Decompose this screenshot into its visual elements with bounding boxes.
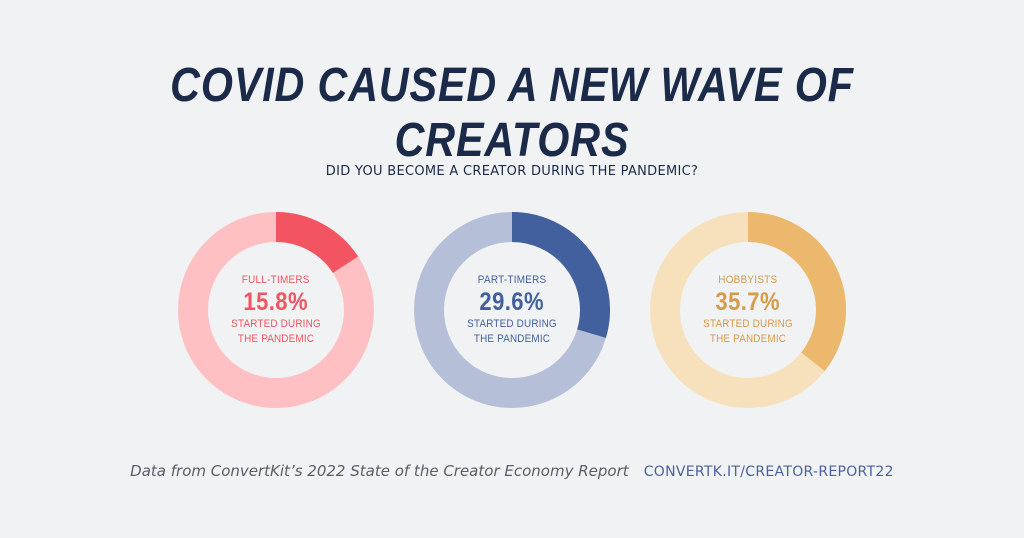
- footer: Data from ConvertKit’s 2022 State of the…: [0, 461, 1024, 480]
- donut-charts: FULL-TIMERS 15.8% STARTED DURING THE PAN…: [0, 212, 1024, 408]
- donut-svg-full-timers: [178, 212, 374, 408]
- donut-svg-hobbyists: [650, 212, 846, 408]
- donut-value-label: 29.6%: [479, 288, 545, 316]
- donut-note-label: STARTED DURING THE PANDEMIC: [231, 318, 321, 345]
- donut-center-hobbyists: HOBBYISTS 35.7% STARTED DURING THE PANDE…: [650, 212, 846, 408]
- donut-note-label: STARTED DURING THE PANDEMIC: [703, 318, 793, 345]
- donut-chart-part-timers: PART-TIMERS 29.6% STARTED DURING THE PAN…: [414, 212, 610, 408]
- report-link[interactable]: CONVERTK.IT/CREATOR-REPORT22: [643, 464, 894, 480]
- source-note: Data from ConvertKit’s 2022 State of the…: [130, 462, 629, 480]
- page-title: COVID CAUSED A NEW WAVE OF CREATORS: [170, 59, 854, 167]
- donut-slice-full-timers: [275, 212, 359, 274]
- donut-category-label: PART-TIMERS: [477, 274, 547, 286]
- donut-slice-hobbyists: [747, 212, 846, 372]
- donut-center-part-timers: PART-TIMERS 29.6% STARTED DURING THE PAN…: [414, 212, 610, 408]
- donut-svg-part-timers: [414, 212, 610, 408]
- donut-category-label: FULL-TIMERS: [242, 274, 310, 286]
- chart-question: DID YOU BECOME A CREATOR DURING THE PAND…: [325, 164, 699, 179]
- donut-value-label: 15.8%: [243, 288, 309, 316]
- donut-center-full-timers: FULL-TIMERS 15.8% STARTED DURING THE PAN…: [178, 212, 374, 408]
- donut-category-label: HOBBYISTS: [718, 274, 778, 286]
- donut-value-label: 35.7%: [715, 288, 781, 316]
- donut-slice-part-timers: [511, 212, 610, 338]
- donut-note-label: STARTED DURING THE PANDEMIC: [467, 318, 557, 345]
- donut-chart-full-timers: FULL-TIMERS 15.8% STARTED DURING THE PAN…: [178, 212, 374, 408]
- donut-chart-hobbyists: HOBBYISTS 35.7% STARTED DURING THE PANDE…: [650, 212, 846, 408]
